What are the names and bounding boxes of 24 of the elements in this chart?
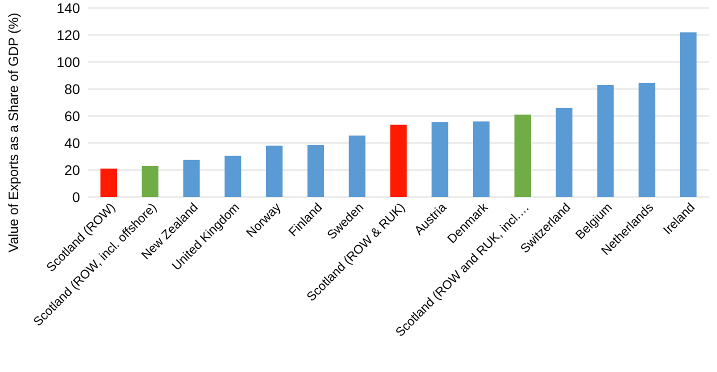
y-tick-label: 140 (56, 0, 80, 16)
y-tick-label: 20 (64, 162, 80, 178)
bar (142, 166, 158, 197)
bar (597, 84, 614, 197)
y-tick-label: 60 (64, 108, 80, 124)
bar (390, 124, 407, 197)
y-axis-title: Value of Exports as a Share of GDP (%) (6, 12, 21, 252)
bar (556, 108, 572, 197)
bar (266, 146, 283, 197)
bar (638, 82, 656, 197)
bar (348, 136, 366, 197)
bar (307, 145, 324, 197)
bar (432, 122, 448, 197)
bar (473, 121, 490, 197)
bar (183, 160, 200, 197)
bar (514, 114, 531, 197)
bar (224, 156, 242, 197)
y-tick-label: 40 (64, 134, 80, 151)
bar (680, 32, 697, 197)
y-tick-label: 100 (56, 54, 80, 70)
y-tick-label: 0 (72, 188, 80, 205)
y-tick-label: 120 (56, 26, 80, 43)
bar (100, 168, 117, 197)
y-tick-label: 80 (64, 80, 80, 97)
